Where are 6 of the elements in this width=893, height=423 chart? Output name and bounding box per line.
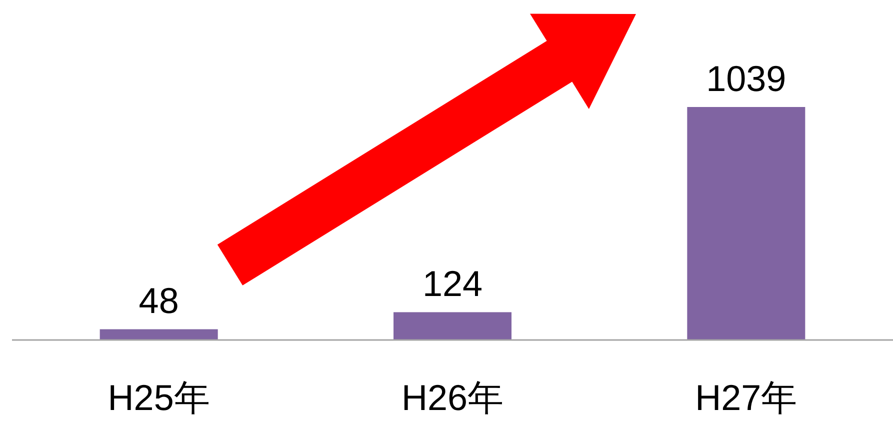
data-label: 124 (422, 263, 483, 304)
x-tick-label: H27年 (695, 377, 798, 418)
x-tick-label: H26年 (401, 377, 504, 418)
x-tick-label: H25年 (108, 377, 210, 418)
data-label: 48 (138, 280, 179, 322)
data-label: 1039 (706, 58, 786, 99)
